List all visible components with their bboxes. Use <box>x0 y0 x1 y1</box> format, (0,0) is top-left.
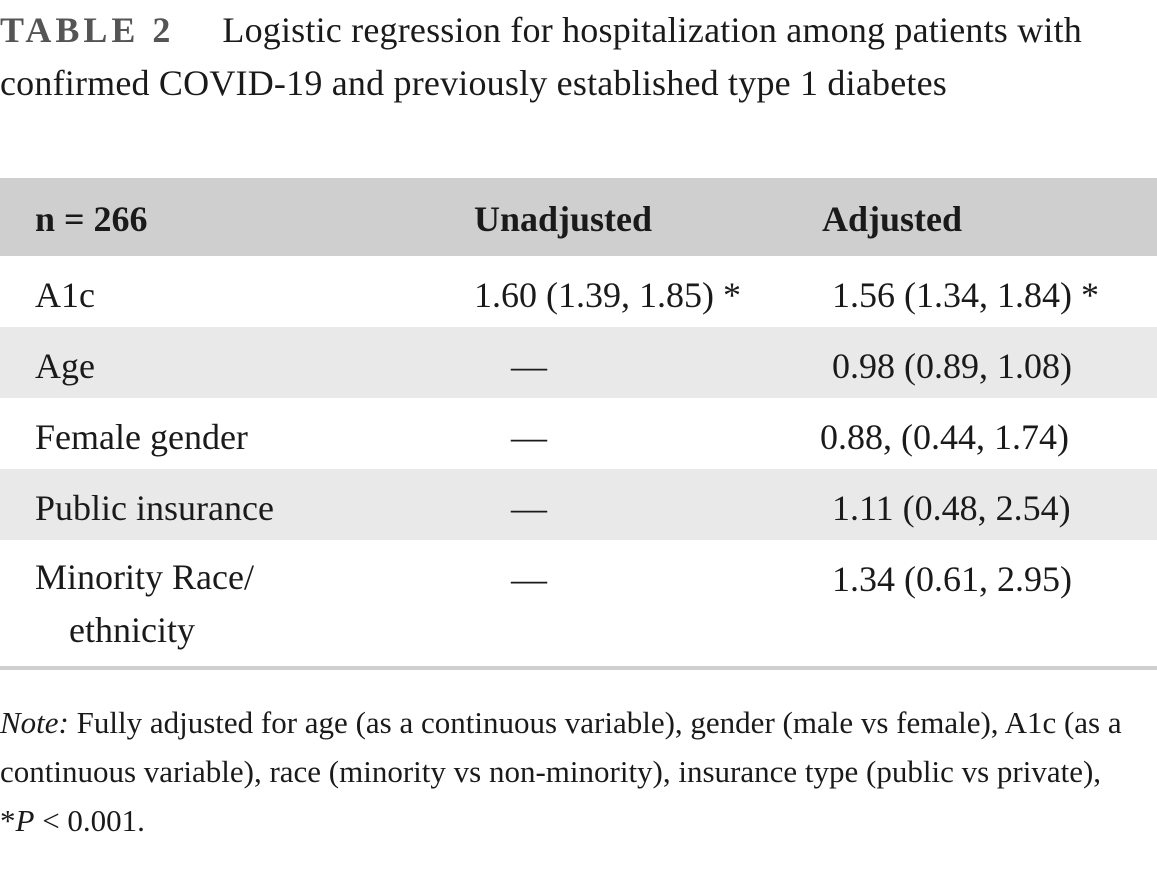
adjusted-value: 1.56 (1.34, 1.84) * <box>832 275 1099 315</box>
adjusted-value: 0.98 (0.89, 1.08) <box>832 346 1072 386</box>
table-title: Logistic regression for hospitalization … <box>0 10 1083 103</box>
table-row: A1c 1.60 (1.39, 1.85) * 1.56 (1.34, 1.84… <box>0 256 1157 327</box>
header-sample-size: n = 266 <box>35 199 148 239</box>
table-number: TABLE 2 <box>0 10 175 50</box>
p-value-note: *P < 0.001. <box>0 796 1150 845</box>
p-value-prefix: * <box>0 803 16 838</box>
note-label: Note: <box>0 705 69 740</box>
row-label: Public insurance <box>35 488 274 528</box>
row-label-line1: Minority Race/ <box>35 557 254 597</box>
unadjusted-value: — <box>511 346 547 386</box>
unadjusted-value: — <box>511 559 547 599</box>
row-label: A1c <box>35 275 95 315</box>
note-text: Fully adjusted for age (as a continuous … <box>0 705 1122 789</box>
unadjusted-value: 1.60 (1.39, 1.85) * <box>474 275 741 315</box>
table-row: Female gender — 0.88, (0.44, 1.74) <box>0 398 1157 469</box>
table-bottom-rule <box>0 666 1157 670</box>
p-value-threshold: < 0.001. <box>34 803 145 838</box>
unadjusted-value: — <box>511 488 547 528</box>
header-unadjusted: Unadjusted <box>474 199 653 239</box>
row-label: Age <box>35 346 95 386</box>
adjusted-value: 0.88, (0.44, 1.74) <box>820 417 1069 457</box>
unadjusted-value: — <box>511 417 547 457</box>
p-value-symbol: P <box>15 803 35 838</box>
adjusted-value: 1.34 (0.61, 2.95) <box>832 559 1072 599</box>
table-footnote: Note: Fully adjusted for age (as a conti… <box>0 698 1150 845</box>
table-row: Age — 0.98 (0.89, 1.08) <box>0 327 1157 398</box>
table-header-row: n = 266 Unadjusted Adjusted <box>0 178 1157 256</box>
row-label: Female gender <box>35 417 248 457</box>
row-label-line2: ethnicity <box>69 610 195 650</box>
table-row: Minority Race/ ethnicity — 1.34 (0.61, 2… <box>0 540 1157 660</box>
header-adjusted: Adjusted <box>822 199 963 239</box>
regression-table: n = 266 Unadjusted Adjusted A1c 1.60 (1.… <box>0 178 1157 660</box>
table-caption: TABLE 2 Logistic regression for hospitali… <box>0 4 1150 110</box>
adjusted-value: 1.11 (0.48, 2.54) <box>832 488 1071 528</box>
row-label: Minority Race/ ethnicity <box>35 551 325 657</box>
table-row: Public insurance — 1.11 (0.48, 2.54) <box>0 469 1157 540</box>
